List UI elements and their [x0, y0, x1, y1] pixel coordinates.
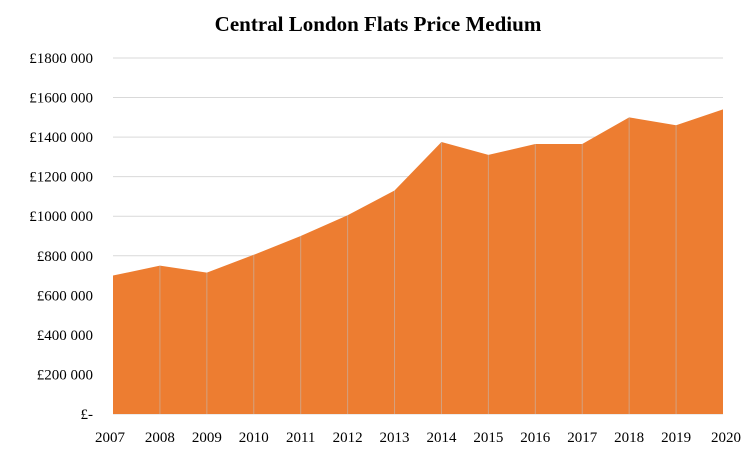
- x-tick-label: 2011: [286, 430, 315, 446]
- x-tick-label: 2014: [426, 430, 457, 446]
- y-tick-label: £1000 000: [29, 209, 93, 225]
- x-tick-label: 2020: [711, 430, 741, 446]
- category-dividers: [159, 117, 677, 414]
- x-tick-label: 2015: [473, 430, 503, 446]
- x-tick-label: 2007: [95, 430, 126, 446]
- x-tick-label: 2013: [380, 430, 410, 446]
- y-tick-label: £400 000: [37, 328, 93, 344]
- x-tick-label: 2012: [333, 430, 363, 446]
- y-tick-label: £1400 000: [29, 130, 93, 146]
- area-series: [113, 109, 723, 414]
- y-tick-label: £1800 000: [29, 51, 93, 67]
- y-tick-label: £1200 000: [29, 170, 93, 186]
- y-axis-tick-labels: £- £200 000 £400 000 £600 000 £800 000 £1000 …: [29, 51, 93, 423]
- y-tick-label: £1600 000: [29, 91, 93, 107]
- x-tick-label: 2016: [520, 430, 551, 446]
- x-tick-label: 2017: [567, 430, 598, 446]
- y-tick-label: £800 000: [37, 249, 93, 265]
- x-tick-label: 2010: [239, 430, 269, 446]
- y-tick-label: £600 000: [37, 288, 93, 304]
- area-fill: [113, 109, 723, 414]
- x-tick-label: 2009: [192, 430, 222, 446]
- x-axis-tick-labels: 2007 2008 2009 2010 2011 2012 2013 2014 2015 2016…: [95, 430, 741, 446]
- x-tick-label: 2008: [145, 430, 175, 446]
- y-tick-label: £200 000: [37, 367, 93, 383]
- x-tick-label: 2018: [614, 430, 644, 446]
- chart-title: Central London Flats Price Medium: [214, 12, 542, 36]
- y-tick-label: £-: [81, 407, 94, 423]
- x-tick-label: 2019: [661, 430, 691, 446]
